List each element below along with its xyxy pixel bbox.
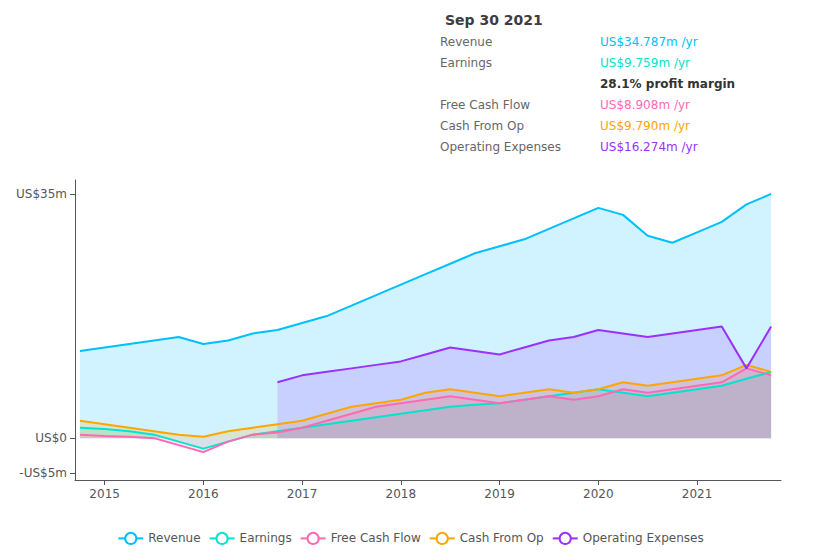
svg-text:Revenue: Revenue <box>440 35 492 49</box>
svg-text:2016: 2016 <box>188 487 219 501</box>
svg-text:2020: 2020 <box>583 487 614 501</box>
svg-text:US$0: US$0 <box>35 431 67 445</box>
svg-text:US$8.908m /yr: US$8.908m /yr <box>600 98 690 112</box>
svg-text:US$9.759m /yr: US$9.759m /yr <box>600 56 690 70</box>
svg-text:US$34.787m /yr: US$34.787m /yr <box>600 35 698 49</box>
svg-text:-US$5m: -US$5m <box>19 466 67 480</box>
svg-text:US$35m: US$35m <box>16 187 67 201</box>
svg-text:Earnings: Earnings <box>240 531 292 545</box>
svg-text:Sep 30 2021: Sep 30 2021 <box>445 12 543 28</box>
svg-text:US$16.274m /yr: US$16.274m /yr <box>600 140 698 154</box>
svg-text:Free Cash Flow: Free Cash Flow <box>440 98 530 112</box>
svg-text:Earnings: Earnings <box>440 56 492 70</box>
svg-text:Operating Expenses: Operating Expenses <box>440 140 561 154</box>
svg-text:2021: 2021 <box>682 487 713 501</box>
svg-text:Operating Expenses: Operating Expenses <box>583 531 704 545</box>
svg-text:US$9.790m /yr: US$9.790m /yr <box>600 119 690 133</box>
svg-text:2015: 2015 <box>89 487 120 501</box>
svg-text:Revenue: Revenue <box>148 531 200 545</box>
svg-text:2019: 2019 <box>484 487 515 501</box>
svg-text:28.1% profit margin: 28.1% profit margin <box>600 77 735 91</box>
svg-text:Cash From Op: Cash From Op <box>440 119 524 133</box>
svg-text:Free Cash Flow: Free Cash Flow <box>331 531 421 545</box>
svg-text:2018: 2018 <box>386 487 417 501</box>
svg-text:2017: 2017 <box>287 487 318 501</box>
svg-text:Cash From Op: Cash From Op <box>460 531 544 545</box>
